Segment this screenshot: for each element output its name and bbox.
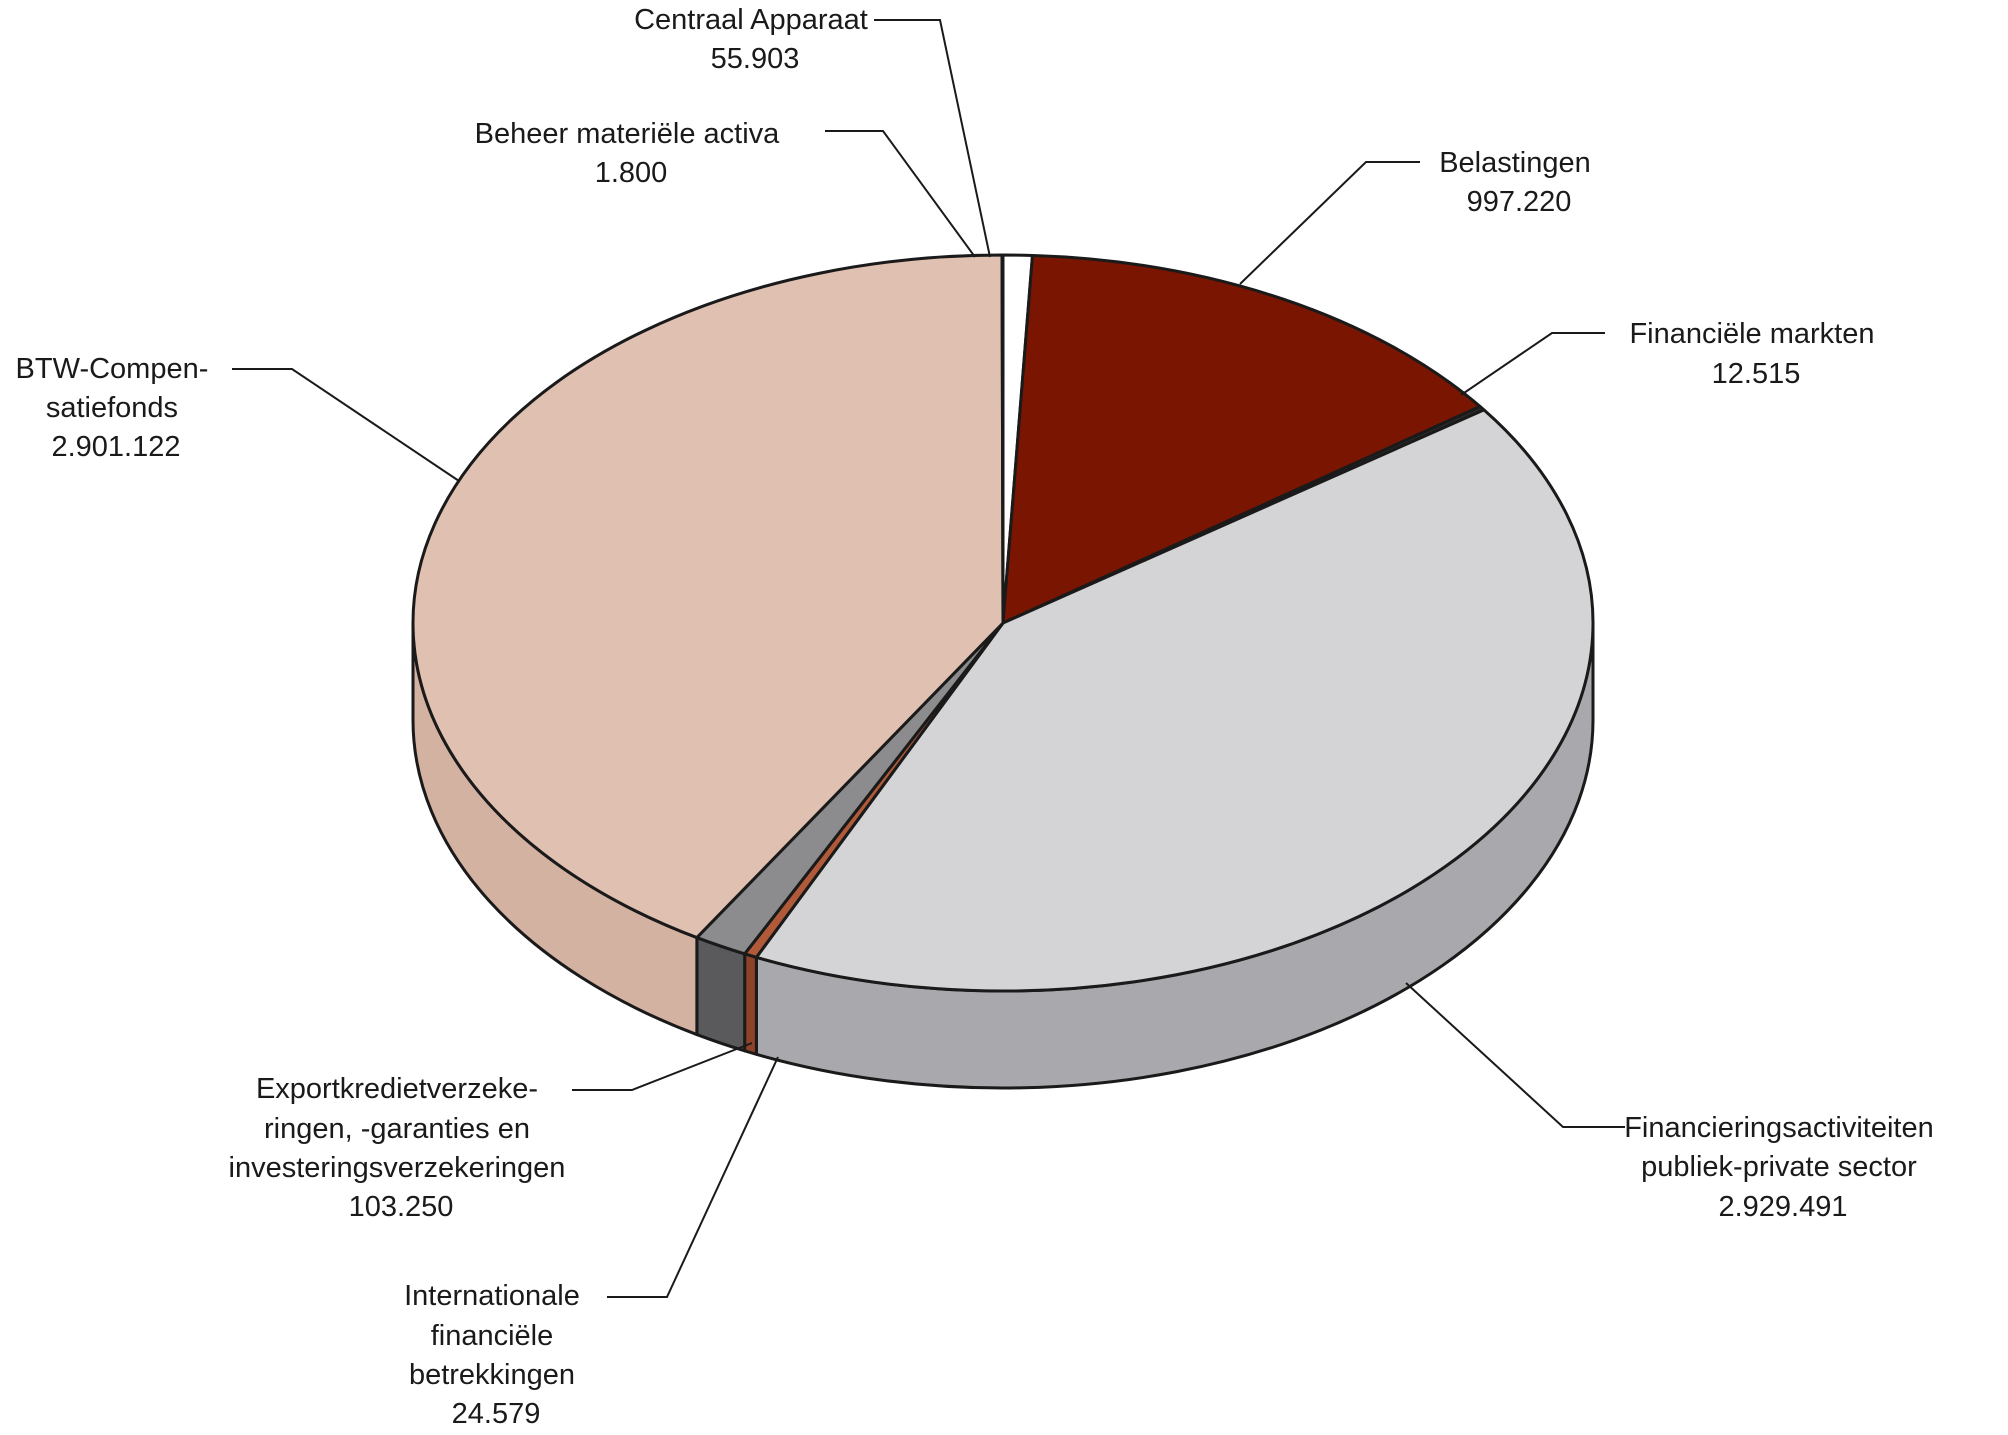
leader-line-financiele-markten [1460, 332, 1605, 396]
label-belastingen: Belastingen 997.220 [1439, 147, 1599, 218]
label-btw-value: 2.901.122 [51, 431, 180, 463]
label-internationale-line3: betrekkingen [409, 1359, 575, 1391]
leader-line-internationale [607, 1056, 779, 1298]
leader-lines [232, 19, 1625, 1298]
pie-slice-belastingen [1001, 253, 1482, 625]
label-btw-line1: BTW-Compen- [16, 353, 209, 385]
label-financiele-markten: Financiële markten 12.515 [1629, 318, 1882, 390]
label-centraal-apparaat-name: Centraal Apparaat [634, 4, 868, 36]
leader-line-belastingen [1239, 161, 1420, 285]
label-belastingen-value: 997.220 [1467, 186, 1572, 218]
label-internationale-value: 24.579 [452, 1398, 541, 1430]
label-btw-compensatiefonds: BTW-Compen- satiefonds 2.901.122 [16, 353, 217, 463]
label-financiele-markten-name: Financiële markten [1629, 318, 1874, 350]
label-beheer-value: 1.800 [595, 157, 668, 189]
pie-side-internationale-financiele-betrekkingen [743, 952, 758, 1056]
label-centraal-apparaat: Centraal Apparaat 55.903 [634, 4, 876, 75]
label-exportkredietverzekeringen: Exportkredietverzeke- ringen, -garanties… [229, 1073, 574, 1223]
label-financiele-markten-value: 12.515 [1712, 358, 1801, 390]
label-export-line2: ringen, -garanties en [264, 1113, 530, 1145]
label-internationale-financiele-betrekkingen: Internationale financiële betrekkingen 2… [404, 1280, 588, 1430]
leader-line-exportkredietverzekeringen [572, 1042, 753, 1091]
leader-line-centraal-apparaat [874, 19, 991, 258]
label-beheer-materiele-activa: Beheer materiële activa 1.800 [475, 118, 788, 189]
label-financiering-line1: Financieringsactiviteiten [1624, 1112, 1933, 1144]
label-internationale-line2: financiële [431, 1320, 554, 1352]
pie-slice-btw-compensatiefonds [411, 253, 1005, 940]
label-export-line3: investeringsverzekeringen [229, 1152, 566, 1184]
pie-top-slices [411, 253, 1595, 993]
label-beheer-name: Beheer materiële activa [475, 118, 781, 150]
label-centraal-apparaat-value: 55.903 [711, 43, 800, 75]
label-financieringsactiviteiten: Financieringsactiviteiten publiek-privat… [1624, 1112, 1942, 1223]
label-export-value: 103.250 [349, 1191, 454, 1223]
leader-line-financieringsactiviteiten [1405, 982, 1625, 1128]
label-btw-line2: satiefonds [46, 392, 178, 424]
leader-line-beheer-materiele-activa [825, 130, 976, 258]
label-internationale-line1: Internationale [404, 1280, 580, 1312]
pie-slice-financieringsactiviteiten-publiek-private-sector [754, 408, 1595, 993]
label-financiering-value: 2.929.491 [1718, 1191, 1847, 1223]
label-belastingen-name: Belastingen [1439, 147, 1591, 179]
pie-side-exportkredietverzekeringen-garanties-en-investeringsverzekeringen [695, 936, 747, 1053]
label-financiering-line2: publiek-private sector [1641, 1151, 1917, 1183]
leader-line-btw-compensatiefonds [232, 368, 460, 482]
label-export-line1: Exportkredietverzeke- [256, 1073, 538, 1105]
pie-slice-beheer-materiele-activa [1000, 253, 1005, 625]
